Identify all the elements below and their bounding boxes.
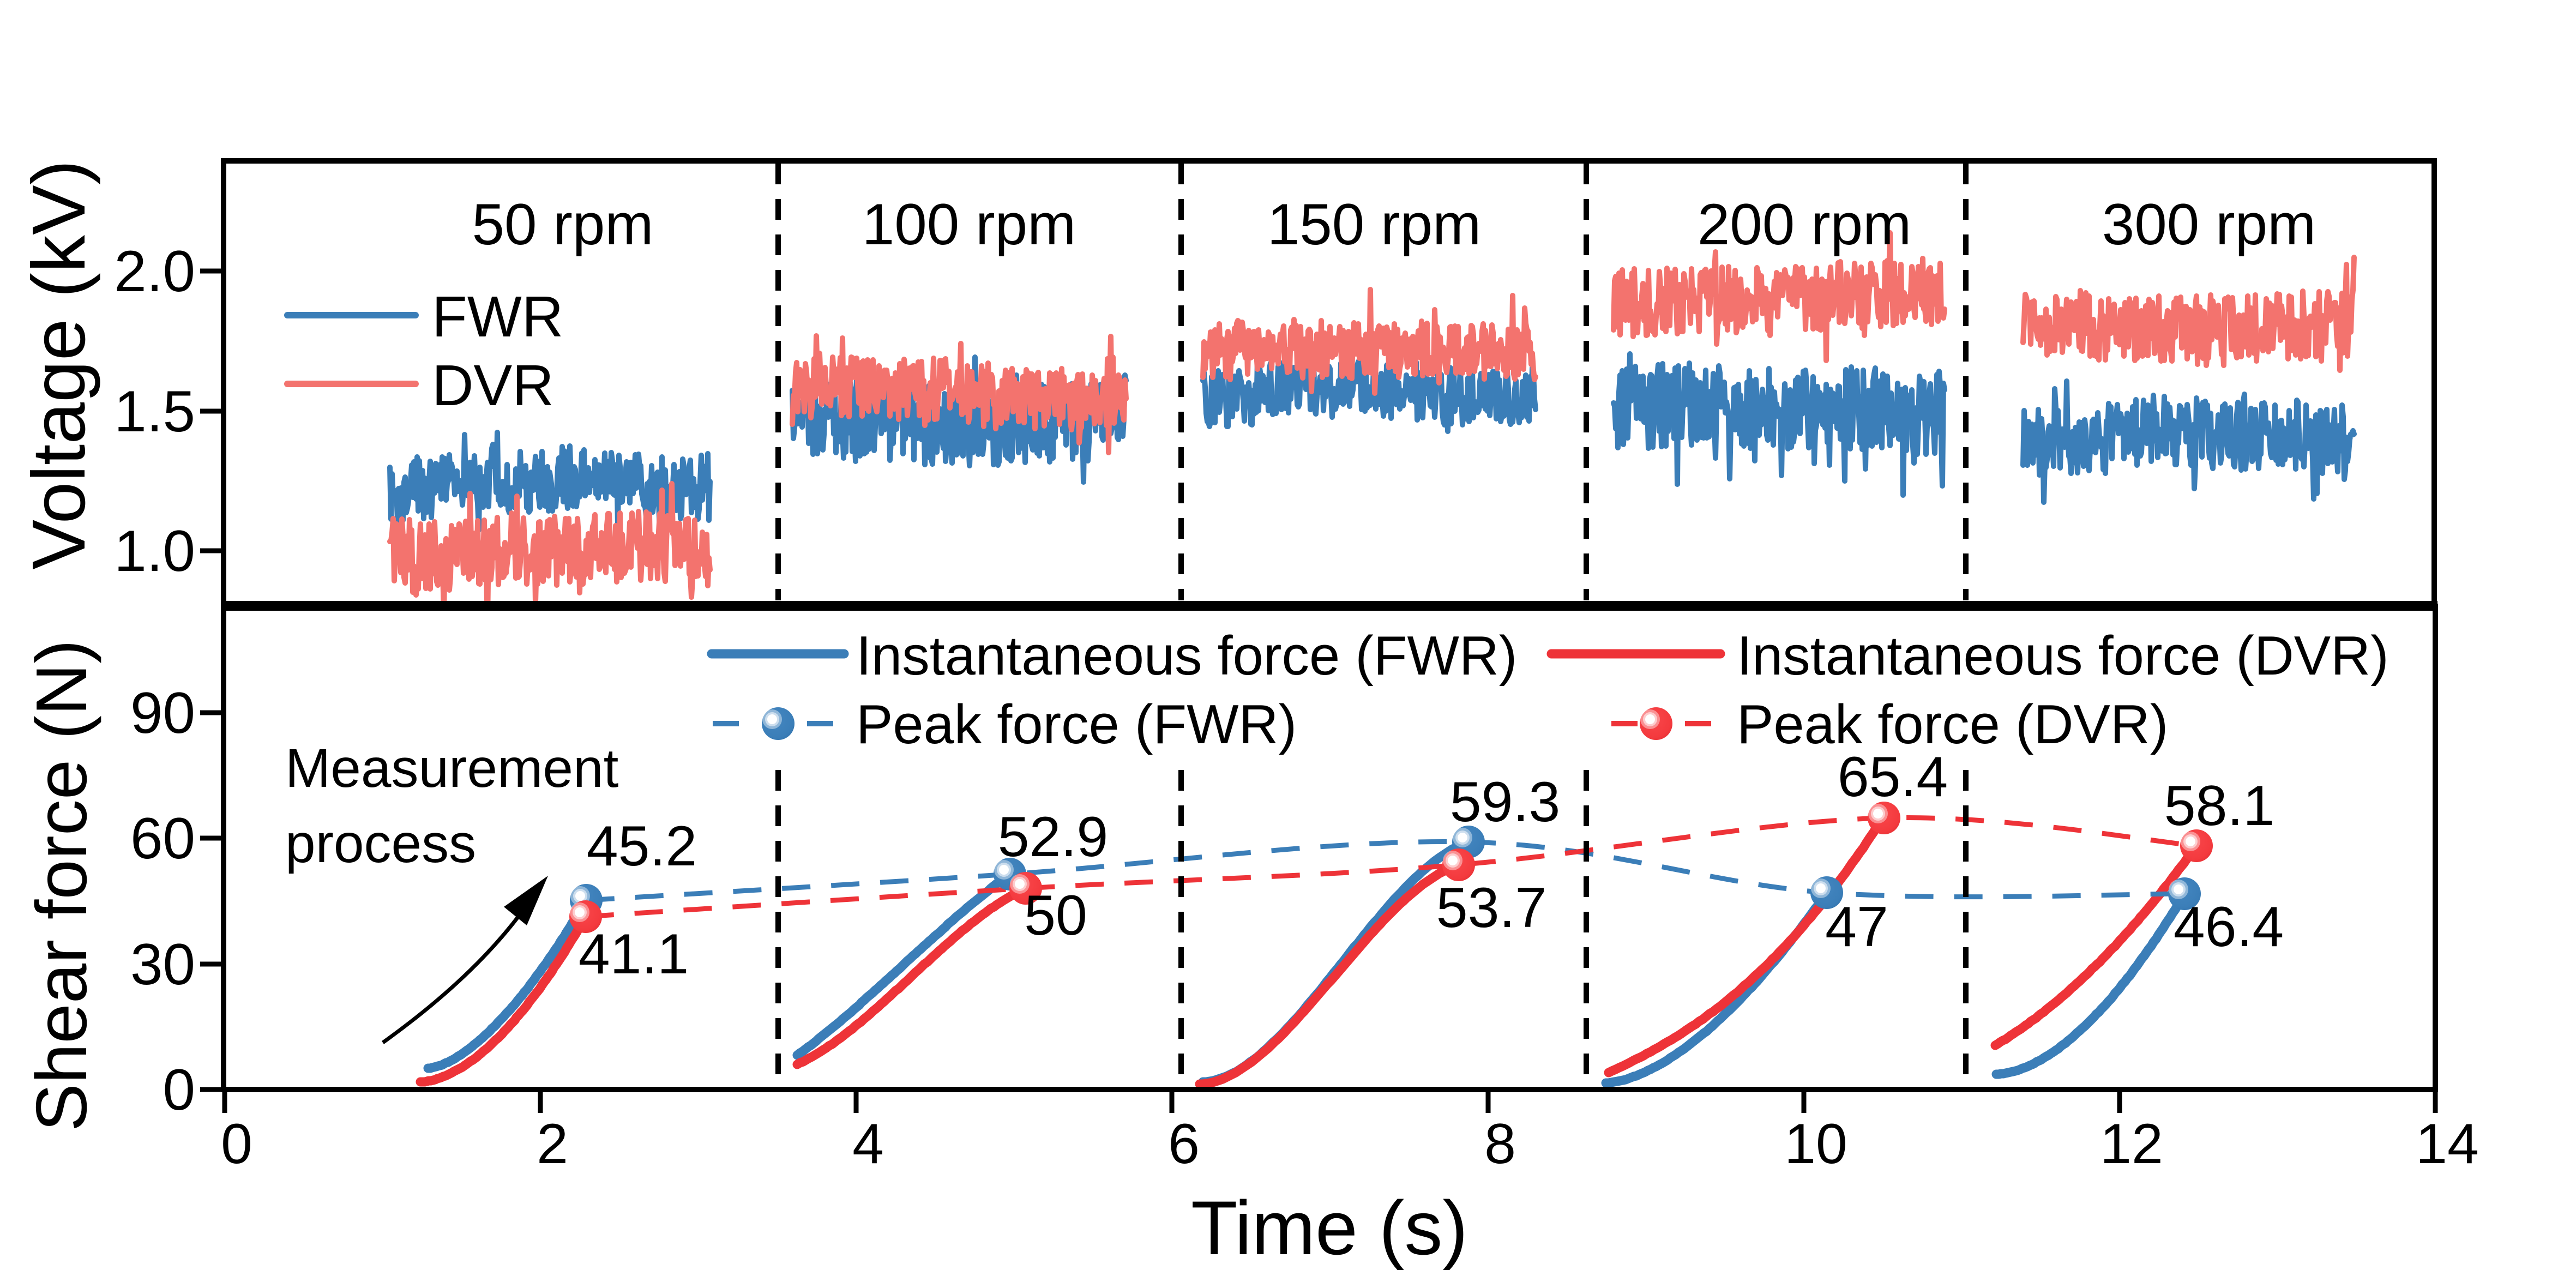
svg-text:8: 8 [1484,1112,1516,1176]
svg-text:53.7: 53.7 [1436,876,1546,940]
svg-text:process: process [285,813,476,874]
svg-text:65.4: 65.4 [1838,745,1948,809]
svg-text:Peak force (DVR): Peak force (DVR) [1737,694,2168,755]
svg-text:10: 10 [1784,1112,1847,1176]
svg-text:300 rpm: 300 rpm [2102,191,2316,257]
svg-text:50: 50 [1024,884,1087,947]
svg-text:59.3: 59.3 [1450,771,1560,834]
svg-text:90: 90 [130,680,195,745]
svg-text:2: 2 [537,1112,568,1176]
svg-text:Shear force (N): Shear force (N) [21,640,101,1131]
svg-text:41.1: 41.1 [579,923,689,986]
svg-text:12: 12 [2100,1112,2163,1176]
svg-text:14: 14 [2416,1112,2479,1176]
svg-text:50 rpm: 50 rpm [472,191,653,257]
svg-text:150 rpm: 150 rpm [1267,191,1482,257]
svg-text:Voltage (kV): Voltage (kV) [17,160,101,570]
svg-text:6: 6 [1168,1112,1200,1176]
svg-text:Time (s): Time (s) [1191,1185,1468,1271]
svg-text:58.1: 58.1 [2164,774,2274,838]
svg-text:Instantaneous force (DVR): Instantaneous force (DVR) [1737,625,2389,687]
svg-text:FWR: FWR [432,285,563,349]
svg-text:0: 0 [162,1057,195,1122]
svg-text:46.4: 46.4 [2174,895,2284,959]
svg-text:Peak force (FWR): Peak force (FWR) [856,694,1297,755]
svg-text:Instantaneous force (FWR): Instantaneous force (FWR) [856,625,1517,687]
svg-text:1.5: 1.5 [114,378,195,444]
svg-text:52.9: 52.9 [998,805,1108,869]
svg-text:0: 0 [221,1112,252,1176]
svg-text:Measurement: Measurement [285,738,619,799]
svg-text:100 rpm: 100 rpm [862,191,1076,257]
svg-text:4: 4 [852,1112,884,1176]
svg-text:47: 47 [1825,895,1888,959]
svg-text:2.0: 2.0 [114,238,195,304]
svg-text:45.2: 45.2 [587,815,697,878]
svg-text:1.0: 1.0 [114,518,195,583]
svg-text:DVR: DVR [432,353,554,418]
svg-text:60: 60 [130,805,195,871]
svg-text:30: 30 [130,931,195,997]
svg-text:200 rpm: 200 rpm [1698,191,1912,257]
